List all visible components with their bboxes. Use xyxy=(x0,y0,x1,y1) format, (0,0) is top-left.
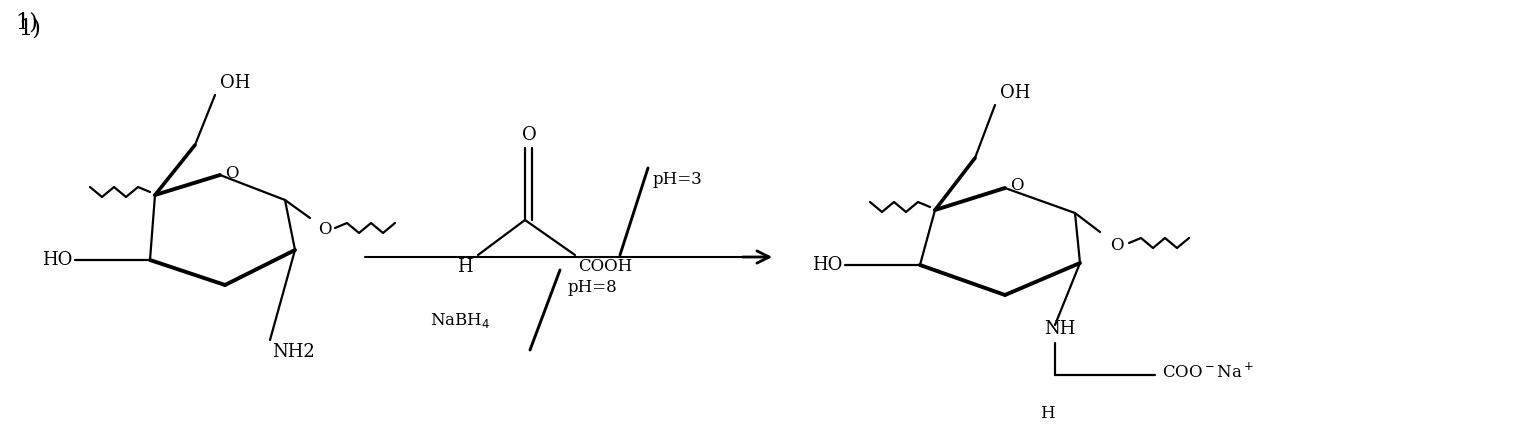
Text: HO: HO xyxy=(42,251,73,269)
Text: NH2: NH2 xyxy=(272,343,315,361)
Text: O: O xyxy=(318,221,331,239)
Text: O: O xyxy=(1011,178,1023,194)
Text: pH=8: pH=8 xyxy=(567,279,617,297)
Text: O: O xyxy=(522,126,537,144)
Text: OH: OH xyxy=(1000,84,1030,102)
Text: NaBH$_4$: NaBH$_4$ xyxy=(430,310,490,329)
Text: NH: NH xyxy=(1044,320,1076,338)
Text: 1): 1) xyxy=(18,18,41,40)
Text: O: O xyxy=(225,164,239,182)
Text: OH: OH xyxy=(219,74,250,92)
Text: H: H xyxy=(457,258,474,276)
Text: HO: HO xyxy=(811,256,843,274)
Text: pH=3: pH=3 xyxy=(654,171,702,188)
Text: 1): 1) xyxy=(15,12,38,34)
Text: COO$^-$Na$^+$: COO$^-$Na$^+$ xyxy=(1162,362,1254,381)
Text: COOH: COOH xyxy=(578,258,632,275)
Text: O: O xyxy=(1111,236,1124,254)
Text: H: H xyxy=(1039,405,1055,422)
